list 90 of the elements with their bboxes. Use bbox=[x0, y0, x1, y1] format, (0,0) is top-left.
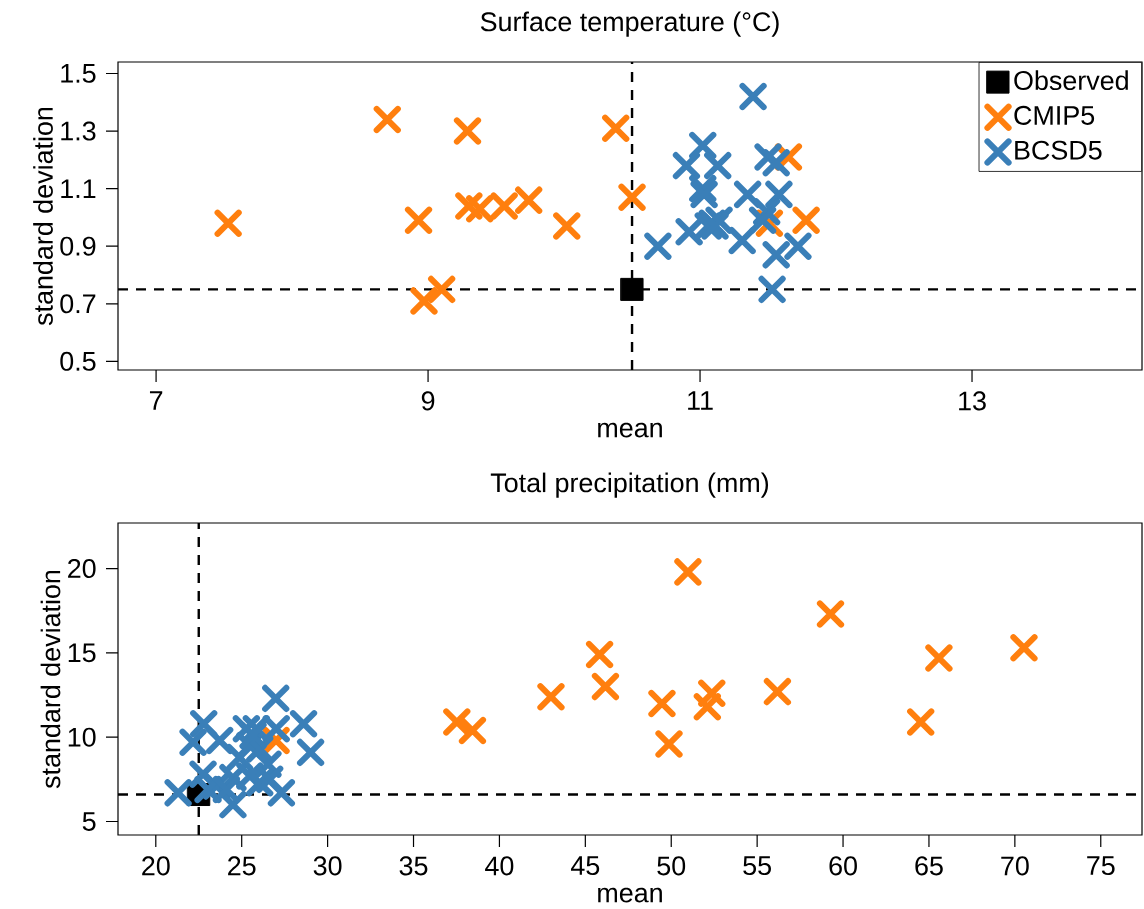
point bbox=[753, 198, 781, 226]
y-tick-label: 0.7 bbox=[60, 294, 96, 314]
point bbox=[907, 708, 935, 736]
point bbox=[410, 287, 438, 315]
point bbox=[443, 708, 471, 736]
point bbox=[693, 693, 721, 721]
point bbox=[672, 152, 701, 180]
point bbox=[214, 209, 242, 237]
x-tick-label: 9 bbox=[421, 391, 435, 411]
point bbox=[553, 212, 581, 240]
point bbox=[754, 143, 782, 171]
point bbox=[232, 715, 260, 743]
point bbox=[458, 716, 487, 745]
point bbox=[644, 232, 672, 260]
x-tick-label: 13 bbox=[959, 391, 986, 411]
y-tick-label: 15 bbox=[68, 643, 96, 663]
point bbox=[602, 114, 630, 142]
legend-label: BCSD5 bbox=[1015, 140, 1102, 160]
point bbox=[762, 241, 790, 269]
x-tick-label: 50 bbox=[657, 856, 686, 876]
point bbox=[202, 772, 231, 800]
x-tick-label: 45 bbox=[570, 856, 600, 876]
y-axis-title: standard deviation bbox=[33, 107, 53, 326]
point bbox=[236, 732, 264, 760]
point bbox=[648, 689, 676, 718]
point bbox=[728, 226, 756, 255]
point bbox=[618, 183, 646, 211]
point bbox=[734, 180, 762, 209]
point bbox=[792, 206, 820, 234]
y-tick-label: 1.3 bbox=[61, 121, 96, 141]
point bbox=[765, 180, 793, 209]
point bbox=[784, 232, 812, 260]
x-tick-label: 40 bbox=[485, 856, 514, 876]
point bbox=[190, 710, 218, 738]
point bbox=[189, 760, 217, 788]
legend-label: CMIP5 bbox=[1014, 105, 1095, 125]
point bbox=[428, 275, 456, 303]
point bbox=[763, 678, 792, 706]
point bbox=[267, 779, 295, 807]
point bbox=[689, 131, 717, 160]
x-tick-label: 11 bbox=[688, 391, 713, 410]
point bbox=[455, 192, 483, 220]
x-tick-label: 75 bbox=[1087, 856, 1115, 876]
x-tick-label: 65 bbox=[915, 856, 943, 876]
x-tick-label: 35 bbox=[399, 856, 428, 876]
point bbox=[246, 735, 274, 763]
point bbox=[698, 679, 726, 707]
point bbox=[296, 738, 325, 766]
y-tick-label: 1.1 bbox=[61, 179, 96, 198]
chart-title: Surface temperature (°C) bbox=[480, 11, 779, 37]
point bbox=[262, 684, 290, 712]
point bbox=[739, 82, 767, 111]
point bbox=[655, 730, 683, 758]
point bbox=[585, 640, 614, 669]
x-tick-label: 30 bbox=[313, 856, 342, 876]
y-tick-label: 5 bbox=[82, 812, 96, 831]
point bbox=[373, 105, 401, 134]
x-tick-label: 55 bbox=[743, 856, 771, 876]
point bbox=[226, 743, 254, 772]
y-tick-label: 0.5 bbox=[60, 351, 96, 371]
x-axis-title: mean bbox=[598, 887, 662, 903]
y-tick-label: 1.5 bbox=[61, 64, 96, 83]
point bbox=[1010, 634, 1038, 662]
chart-title: Total precipitation (mm) bbox=[490, 472, 769, 498]
point bbox=[748, 206, 777, 234]
point bbox=[219, 791, 247, 819]
point bbox=[816, 600, 845, 628]
x-tick-label: 20 bbox=[142, 856, 170, 876]
x-tick-label: 70 bbox=[1001, 856, 1029, 876]
point bbox=[674, 558, 702, 586]
x-tick-label: 7 bbox=[149, 391, 163, 410]
point bbox=[762, 149, 790, 177]
point bbox=[404, 206, 433, 234]
point bbox=[620, 277, 644, 301]
y-tick-label: 20 bbox=[68, 559, 96, 579]
point bbox=[254, 750, 282, 778]
y-tick-label: 10 bbox=[68, 727, 96, 747]
x-axis-title: mean bbox=[598, 422, 662, 438]
y-axis-title: standard deviation bbox=[40, 570, 61, 789]
point bbox=[591, 672, 620, 701]
point bbox=[704, 152, 732, 180]
x-tick-label: 60 bbox=[829, 856, 857, 876]
legend-label: Observed bbox=[1014, 70, 1128, 91]
point bbox=[453, 117, 482, 145]
point bbox=[925, 644, 953, 672]
x-tick-label: 25 bbox=[228, 856, 256, 876]
point bbox=[758, 275, 786, 303]
point bbox=[537, 683, 565, 711]
point bbox=[164, 779, 192, 807]
y-tick-label: 0.9 bbox=[60, 236, 96, 256]
